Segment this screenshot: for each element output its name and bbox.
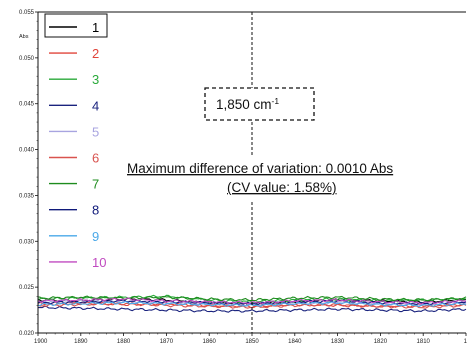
variation-text-line2: (CV value: 1.58%) — [227, 180, 337, 195]
x-tick-label: 1900 — [34, 339, 48, 345]
x-tick-label: 1850 — [245, 339, 259, 345]
legend-label-4: 4 — [92, 98, 99, 113]
y-axis-label: Abs — [19, 34, 29, 40]
x-tick-label: 1860 — [203, 339, 217, 345]
x-tick-label: 1840 — [288, 339, 302, 345]
variation-annotation: Maximum difference of variation: 0.0010 … — [124, 155, 468, 201]
x-tick-label: 1870 — [160, 339, 174, 345]
legend-label-3: 3 — [92, 72, 99, 87]
legend-label-7: 7 — [92, 177, 99, 192]
wavenumber-box — [204, 87, 315, 121]
x-tick-label: 1890 — [74, 339, 88, 345]
legend-label-1: 1 — [92, 20, 99, 35]
y-tick-label: 0.050 — [19, 56, 35, 62]
legend-highlight-box — [44, 13, 108, 38]
x-tick-label: 1820 — [374, 339, 388, 345]
y-tick-label: 0.045 — [19, 102, 35, 108]
x-axis: 1900 1890 1880 1870 1860 1850 1840 1830 1820 1810… — [34, 332, 468, 345]
x-tick-label: 1830 — [331, 339, 345, 345]
legend-label-2: 2 — [92, 46, 99, 61]
legend-label-8: 8 — [92, 203, 99, 218]
legend: 1 2 3 4 5 6 7 8 9 10 — [44, 13, 108, 270]
legend-label-10: 10 — [92, 255, 106, 270]
y-tick-label: 0.030 — [19, 239, 35, 245]
legend-label-9: 9 — [92, 229, 99, 244]
wavenumber-annotation: 1,850 cm-1 — [204, 87, 315, 121]
legend-label-5: 5 — [92, 124, 99, 139]
y-tick-label: 0.020 — [19, 331, 35, 337]
y-tick-label: 0.040 — [19, 148, 35, 154]
variation-text-line1: Maximum difference of variation: 0.0010 … — [127, 161, 393, 176]
y-tick-label: 0.035 — [19, 193, 35, 199]
wavenumber-label: 1,850 cm-1 — [216, 96, 279, 112]
legend-label-6: 6 — [92, 151, 99, 166]
y-tick-label: 0.055 — [19, 10, 35, 16]
y-tick-label: 0.025 — [19, 285, 35, 291]
series-line-10 — [37, 297, 467, 305]
x-tick-label: 1880 — [117, 339, 131, 345]
x-tick-label: 1 — [464, 339, 468, 345]
x-tick-label: 1810 — [417, 339, 431, 345]
